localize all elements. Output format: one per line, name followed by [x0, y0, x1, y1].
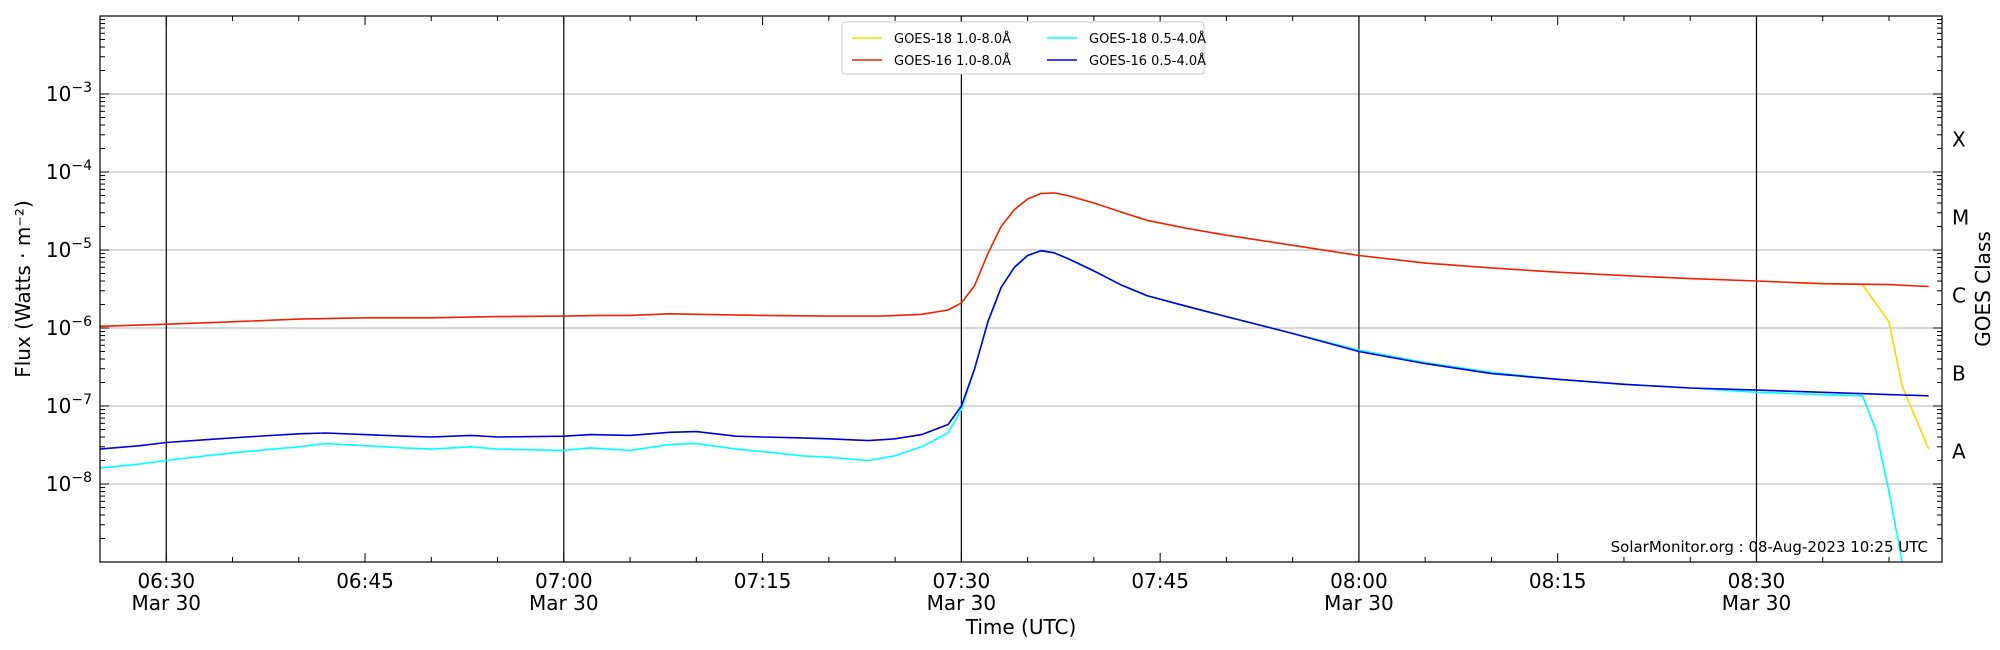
x-tick-label: 07:15: [734, 569, 792, 593]
series-line: [99, 192, 1929, 328]
goes-class-label: M: [1952, 206, 1969, 230]
x-tick-label: 06:30: [137, 569, 195, 593]
goes-class-axis-label: GOES Class: [1971, 231, 1995, 347]
x-tick-label: 07:45: [1131, 569, 1189, 593]
y-tick-label: 10−4: [46, 158, 92, 184]
x-tick-date-label: Mar 30: [927, 591, 997, 615]
x-tick-date-label: Mar 30: [131, 591, 201, 615]
x-tick-label: 07:00: [535, 569, 593, 593]
series-line: [99, 249, 1929, 450]
y-tick-label: 10−6: [46, 314, 92, 340]
y-tick-label: 10−5: [46, 236, 92, 262]
y-tick-label: 10−7: [46, 392, 92, 418]
series-layer: [99, 192, 1930, 563]
x-tick-date-label: Mar 30: [1722, 591, 1792, 615]
grid-layer: [100, 93, 1942, 485]
x-tick-label: 08:30: [1728, 569, 1786, 593]
y-axis-label: Flux (Watts · m⁻²): [11, 200, 35, 378]
x-tick-label: 08:00: [1330, 569, 1388, 593]
y-tick-label: 10−3: [46, 80, 92, 106]
x-tick-label: 06:45: [336, 569, 394, 593]
legend-entry: GOES-18 0.5-4.0Å: [1089, 31, 1206, 47]
credit-text: SolarMonitor.org : 08-Aug-2023 10:25 UTC: [1611, 538, 1928, 556]
x-tick-date-label: Mar 30: [529, 591, 599, 615]
legend-entry: GOES-18 1.0-8.0Å: [894, 31, 1011, 47]
x-tick-date-label: Mar 30: [1324, 591, 1394, 615]
x-tick-label: 07:30: [933, 569, 991, 593]
legend-box: [841, 21, 1205, 75]
x-axis-label: Time (UTC): [965, 615, 1077, 639]
goes-class-label: A: [1952, 440, 1966, 464]
plot-frame: [99, 15, 1943, 563]
y-tick-label: 10−8: [46, 470, 92, 496]
goes-class-label: B: [1952, 362, 1966, 386]
goes-class-label: X: [1952, 128, 1966, 152]
legend: GOES-18 1.0-8.0Å GOES-16 1.0-8.0Å GOES-18 …: [841, 21, 1206, 75]
vertical-lines-layer: [165, 16, 1758, 562]
legend-entry: GOES-16 1.0-8.0Å: [894, 53, 1011, 69]
goes-class-label: C: [1952, 284, 1966, 308]
legend-entry: GOES-16 0.5-4.0Å: [1089, 53, 1206, 69]
x-tick-label: 08:15: [1529, 569, 1587, 593]
